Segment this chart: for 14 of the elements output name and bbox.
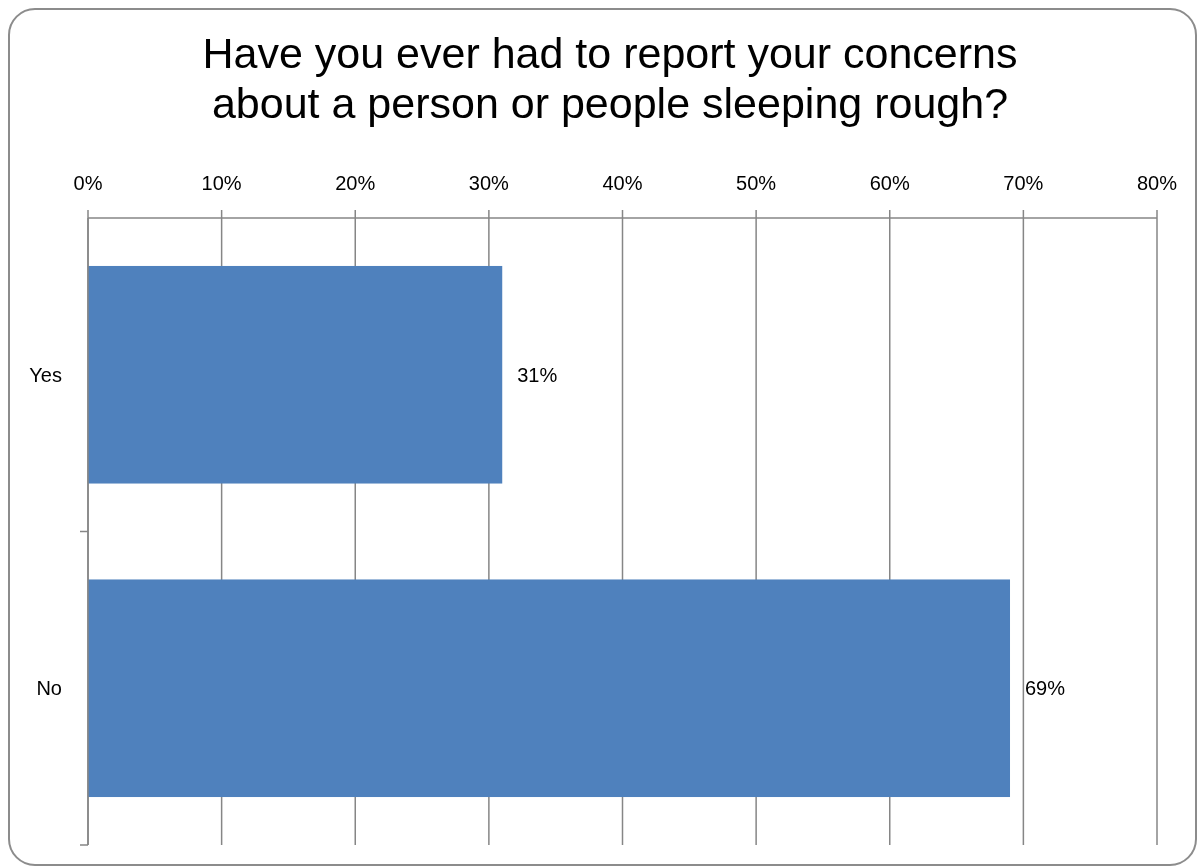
x-tick-label: 80% bbox=[1136, 172, 1178, 194]
x-tick-label: 60% bbox=[869, 172, 910, 194]
x-tick-label: 0% bbox=[73, 172, 103, 194]
y-tick-label: Yes bbox=[29, 363, 62, 386]
x-tick-label: 30% bbox=[468, 172, 510, 194]
data-label: 31% bbox=[517, 363, 558, 386]
y-tick-label: No bbox=[36, 677, 62, 700]
chart-title: Have you ever had to report your concerns about a person or people sleeping rough? bbox=[202, 29, 1018, 127]
x-tick-label: 50% bbox=[736, 172, 777, 194]
x-tick-label: 40% bbox=[602, 172, 643, 194]
x-tick-label: 20% bbox=[335, 172, 376, 194]
x-tick-label: 10% bbox=[201, 172, 242, 194]
data-label: 69% bbox=[1025, 677, 1066, 700]
x-tick-label: 70% bbox=[1003, 172, 1044, 194]
